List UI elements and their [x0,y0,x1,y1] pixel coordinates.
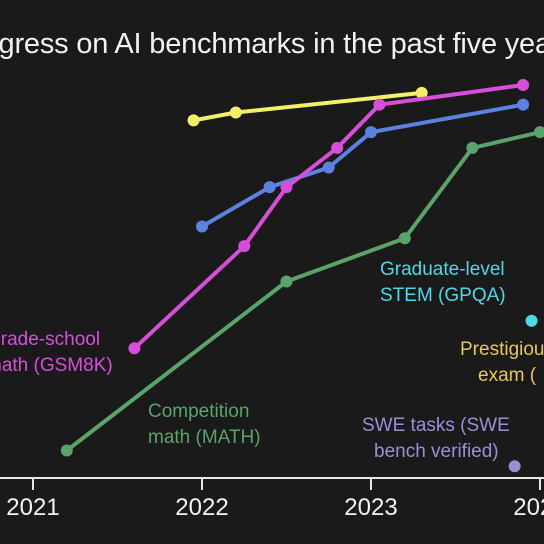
series-2-point-2 [280,181,293,194]
series-0-point-2 [415,86,428,99]
x-tick-label-2022: 2022 [175,494,229,521]
series-line-0 [191,90,424,123]
series-3-point-3 [466,141,479,154]
series-2-point-5 [517,79,530,91]
x-tick-label-2021: 2021 [6,494,60,521]
label-gpqa: Graduate-level STEM (GPQA) [380,257,506,309]
series-4-point-0 [525,314,538,327]
series-2 [128,79,530,355]
series-3-point-4 [534,126,544,139]
chart-title: Progress on AI benchmarks in the past fi… [0,28,544,60]
label-exam-line2: exam ( [478,365,537,386]
x-tick-label-2023: 2023 [344,494,398,521]
label-gsm8k-line2: math (GSM8K) [0,355,113,376]
label-gpqa-line1: Graduate-level [380,259,505,280]
series-6 [508,460,521,473]
label-math: Competition math (MATH) [148,399,261,451]
series-1 [196,98,530,233]
label-swe: SWE tasks (SWE bench verified) [362,413,510,465]
label-exam: Prestigious exam ( [460,337,544,389]
label-gpqa-line2: STEM (GPQA) [380,285,506,306]
series-0 [187,86,428,127]
label-math-line1: Competition [148,401,250,422]
x-tick-label-2024: 2024 [513,494,544,521]
series-1-point-0 [196,220,208,233]
series-1-point-3 [365,126,377,139]
series-1-point-1 [263,181,276,194]
label-gsm8k: Grade-school math (GSM8K) [0,327,113,379]
series-2-point-0 [128,342,141,355]
label-swe-line1: SWE tasks (SWE [362,415,510,436]
series-3-point-0 [60,444,73,457]
series-3-point-2 [398,232,411,245]
series-0-point-0 [187,114,200,127]
label-swe-line2: bench verified) [374,441,499,462]
series-3 [60,126,544,457]
series-1-point-2 [322,161,335,174]
series-0-point-1 [229,106,242,119]
title-container: Progress on AI benchmarks in the past fi… [0,0,544,80]
series-6-point-0 [508,460,521,473]
label-math-line2: math (MATH) [148,427,261,448]
series-2-point-3 [331,141,344,154]
series-3-point-1 [280,275,293,288]
series-2-point-1 [238,240,251,253]
series-line-2 [132,83,526,351]
label-gsm8k-line1: Grade-school [0,329,101,350]
series-1-point-4 [517,98,530,111]
series-2-point-4 [373,98,386,111]
label-exam-line1: Prestigious [460,339,544,360]
series-4 [525,314,538,327]
